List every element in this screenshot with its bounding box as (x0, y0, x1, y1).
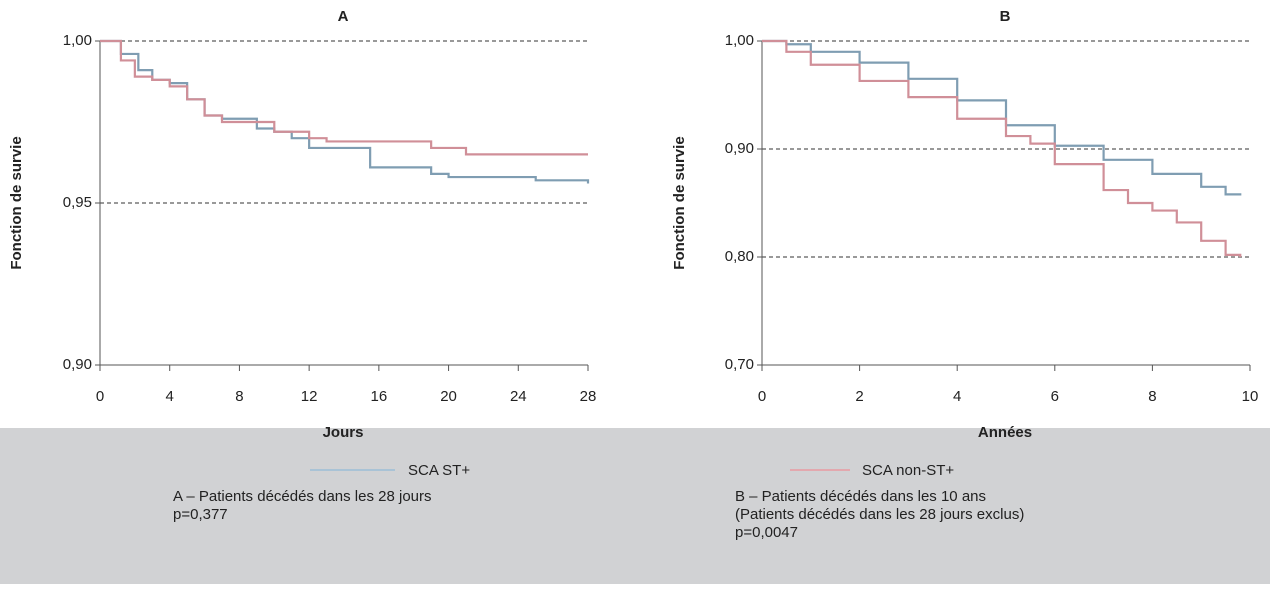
y-tick-label: 0,95 (63, 194, 92, 211)
legend-label: SCA ST+ (408, 462, 470, 479)
chart-title: A (338, 8, 349, 25)
y-tick-label: 1,00 (63, 32, 92, 49)
note: p=0,377 (173, 506, 228, 523)
x-tick-label: 24 (510, 388, 527, 405)
x-tick-label: 16 (371, 388, 388, 405)
note: B – Patients décédés dans les 10 ans (735, 488, 986, 505)
note: A – Patients décédés dans les 28 jours (173, 488, 432, 505)
x-tick-label: 10 (1242, 388, 1259, 405)
x-tick-label: 8 (1148, 388, 1156, 405)
survival-curve (100, 39, 588, 156)
x-axis-label: Jours (323, 424, 364, 441)
x-tick-label: 2 (855, 388, 863, 405)
y-tick-label: 0,90 (63, 356, 92, 373)
x-tick-label: 20 (440, 388, 457, 405)
x-tick-label: 0 (96, 388, 104, 405)
legend-label: SCA non-ST+ (862, 462, 954, 479)
y-tick-label: 0,90 (725, 140, 754, 157)
survival-curve (100, 39, 590, 184)
x-tick-label: 4 (953, 388, 961, 405)
y-axis-label: Fonction de survie (671, 136, 688, 269)
legend-panel (0, 428, 1270, 584)
note: (Patients décédés dans les 28 jours excl… (735, 506, 1024, 523)
y-tick-label: 0,70 (725, 356, 754, 373)
y-tick-label: 0,80 (725, 248, 754, 265)
chart-title: B (1000, 8, 1011, 25)
x-tick-label: 4 (166, 388, 174, 405)
x-tick-label: 8 (235, 388, 243, 405)
y-tick-label: 1,00 (725, 32, 754, 49)
x-tick-label: 0 (758, 388, 766, 405)
x-tick-label: 6 (1051, 388, 1059, 405)
x-tick-label: 12 (301, 388, 318, 405)
x-tick-label: 28 (580, 388, 597, 405)
survival-curve (762, 39, 1242, 257)
x-axis-label: Années (978, 424, 1032, 441)
y-axis-label: Fonction de survie (8, 136, 25, 269)
note: p=0,0047 (735, 524, 798, 541)
